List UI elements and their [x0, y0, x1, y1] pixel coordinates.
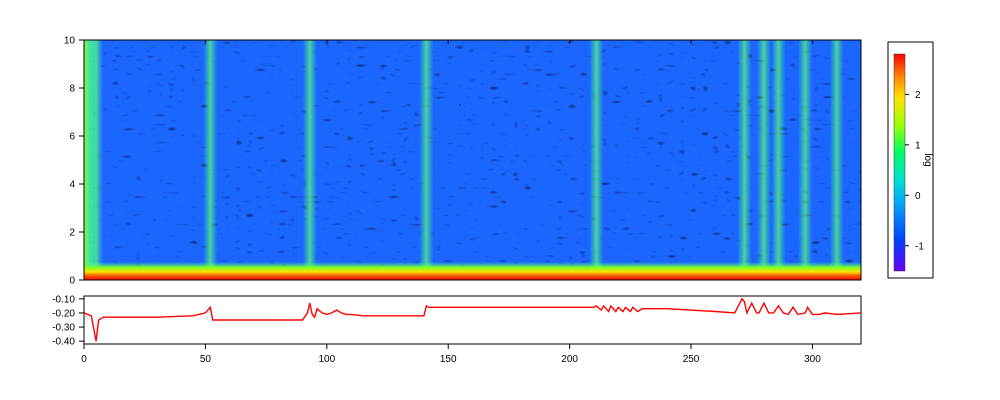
spectrogram-x-ticks — [83, 40, 813, 44]
colorbar-ticks: -1 0 1 2 — [905, 90, 924, 252]
y-tick-label: 10 — [64, 36, 76, 47]
streak-9 — [829, 40, 844, 280]
streak-5 — [737, 40, 752, 280]
y-tick-label: 4 — [69, 180, 75, 191]
streak-4 — [589, 40, 604, 280]
colorbar-tick-label: 1 — [915, 140, 921, 151]
line-y-axis: -0.10 -0.20 -0.30 -0.40 — [52, 294, 84, 348]
colorbar-frame — [887, 41, 934, 279]
x-tick-label: 50 — [200, 354, 212, 365]
y-tick-label: 2 — [69, 228, 75, 239]
left-edge-band — [84, 40, 98, 280]
spectrogram-y-axis: 0 2 4 6 8 10 — [64, 36, 84, 287]
line-y-tick-label: -0.10 — [52, 294, 75, 305]
line-x-axis: 0 50 100 150 200 250 300 — [81, 344, 821, 365]
streak-6 — [756, 40, 771, 280]
streak-3 — [419, 40, 434, 280]
x-tick-label: 200 — [561, 354, 578, 365]
series-line — [84, 297, 861, 342]
colorbar-tick-label: 0 — [915, 191, 921, 202]
colorbar-tick-label: -1 — [915, 241, 924, 252]
x-tick-label: 250 — [683, 354, 700, 365]
streak-1 — [203, 40, 218, 280]
low-frequency-band — [84, 262, 861, 280]
y-tick-label: 6 — [69, 132, 75, 143]
spectrogram-frame — [83, 39, 862, 281]
line-y-tick-label: -0.30 — [52, 323, 75, 334]
x-tick-label: 0 — [81, 354, 87, 365]
spectrogram-image — [84, 40, 861, 280]
x-tick-label: 150 — [440, 354, 457, 365]
colorbar-label: log — [922, 153, 933, 166]
line-y-tick-label: -0.20 — [52, 308, 75, 319]
streak-7 — [771, 40, 786, 280]
spectrogram-panel: 0 2 4 6 8 10 — [64, 36, 862, 287]
y-tick-label: 8 — [69, 84, 75, 95]
streak-8 — [798, 40, 813, 280]
streak-2 — [302, 40, 317, 280]
y-tick-label: 0 — [69, 276, 75, 287]
line-y-tick-label: -0.40 — [52, 337, 75, 348]
colorbar-gradient — [893, 53, 906, 272]
line-frame — [83, 295, 862, 345]
colorbar-tick-label: 2 — [915, 90, 921, 101]
x-tick-label: 100 — [318, 354, 335, 365]
x-tick-label: 300 — [804, 354, 821, 365]
line-panel: -0.10 -0.20 -0.30 -0.40 0 50 100 150 200 250 300 — [52, 294, 862, 365]
colorbar: -1 0 1 2 log — [887, 41, 934, 279]
